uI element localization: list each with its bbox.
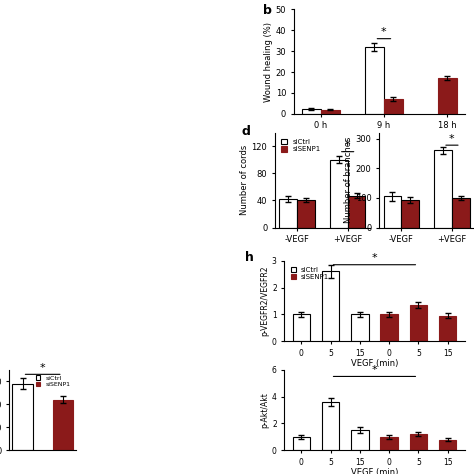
Bar <box>292 314 310 341</box>
Bar <box>439 439 456 450</box>
Bar <box>384 99 403 114</box>
Bar <box>401 200 419 228</box>
Text: *: * <box>40 363 46 373</box>
Y-axis label: Wound healing (%): Wound healing (%) <box>264 22 273 101</box>
Text: b: b <box>263 4 272 17</box>
Bar <box>322 402 339 450</box>
Bar <box>301 109 320 114</box>
Text: h: h <box>245 251 254 264</box>
Bar <box>410 434 427 450</box>
Bar <box>351 314 369 341</box>
Bar <box>279 199 297 228</box>
X-axis label: VEGF (min): VEGF (min) <box>351 468 398 474</box>
Bar <box>322 272 339 341</box>
Bar <box>383 196 401 228</box>
Y-axis label: Number of branches: Number of branches <box>344 137 353 223</box>
Text: *: * <box>381 27 387 36</box>
Bar <box>320 109 340 114</box>
Bar <box>438 78 457 114</box>
Text: *: * <box>449 134 455 144</box>
X-axis label: VEGF (min): VEGF (min) <box>351 359 398 368</box>
Bar <box>380 437 398 450</box>
Legend: siCtrl, siSENP1: siCtrl, siSENP1 <box>288 264 332 283</box>
Bar <box>297 201 315 228</box>
Bar <box>365 47 384 114</box>
Legend: siCtrl, siSENP1: siCtrl, siSENP1 <box>33 373 73 390</box>
Text: *: * <box>345 140 350 150</box>
Bar <box>53 400 73 450</box>
Bar <box>12 383 33 450</box>
Legend: siCtrl, siSENP1: siCtrl, siSENP1 <box>278 136 323 155</box>
Y-axis label: Number of cords: Number of cords <box>240 145 249 215</box>
Y-axis label: p-VEGFR2/VEGFR2: p-VEGFR2/VEGFR2 <box>260 266 269 336</box>
Text: *: * <box>372 365 377 375</box>
Bar <box>410 305 427 341</box>
Bar <box>439 316 456 341</box>
Bar <box>330 160 347 228</box>
Bar <box>434 151 452 228</box>
Text: d: d <box>242 125 251 138</box>
Bar <box>380 314 398 341</box>
Bar <box>452 198 470 228</box>
Bar <box>347 196 365 228</box>
Y-axis label: p-Akt/Akt: p-Akt/Akt <box>260 392 269 428</box>
Bar <box>351 430 369 450</box>
Text: *: * <box>372 254 377 264</box>
Bar <box>292 437 310 450</box>
